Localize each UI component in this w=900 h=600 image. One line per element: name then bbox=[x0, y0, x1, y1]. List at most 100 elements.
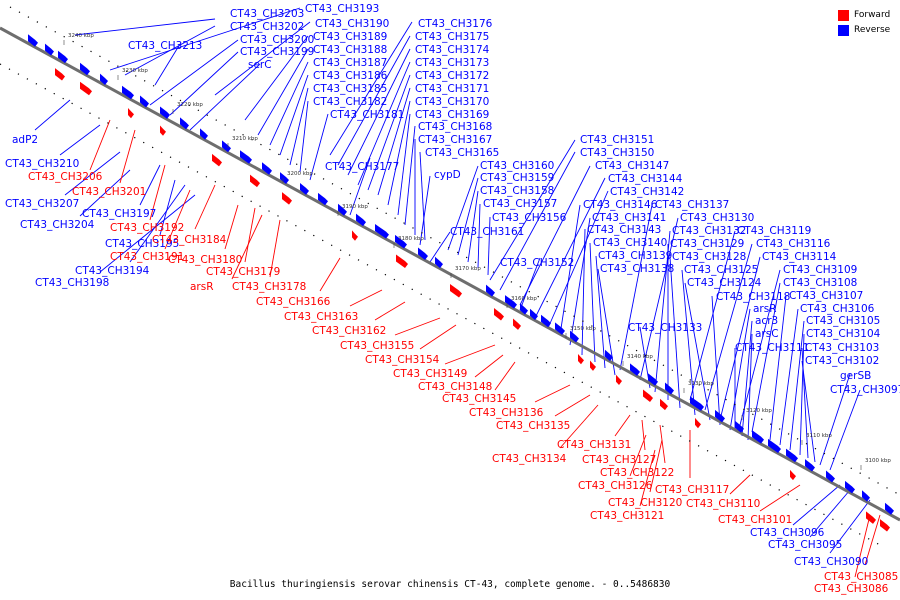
reverse-gene-label: CT43_CH3109 bbox=[783, 264, 857, 276]
legend-reverse-label: Reverse bbox=[854, 25, 891, 35]
forward-leader-line bbox=[639, 449, 656, 507]
reverse-gene-label: CT43_CH3138 bbox=[600, 263, 674, 275]
reverse-gene-arrow bbox=[826, 470, 835, 483]
reverse-gene-arrow bbox=[555, 322, 565, 335]
tick-label: 3230 kbp bbox=[122, 68, 148, 74]
reverse-leader-line bbox=[419, 151, 426, 241]
genome-backbone bbox=[0, 26, 900, 522]
reverse-leader-line bbox=[429, 231, 451, 263]
forward-gene-arrow bbox=[513, 318, 521, 330]
reverse-gene-arrow bbox=[530, 308, 538, 321]
reverse-gene-label: CT43_CH3198 bbox=[35, 277, 109, 289]
reverse-gene-arrow bbox=[240, 150, 252, 164]
reverse-gene-label: CT43_CH3204 bbox=[20, 219, 95, 231]
reverse-leader-line bbox=[534, 177, 606, 319]
forward-gene-arrow bbox=[790, 469, 796, 481]
forward-gene-arrow bbox=[250, 174, 260, 188]
tick-label: 3110 kbp bbox=[806, 433, 832, 439]
reverse-gene-label: CT43_CH3142 bbox=[610, 186, 684, 198]
reverse-gene-label: CT43_CH3107 bbox=[789, 290, 863, 302]
forward-leader-line bbox=[554, 394, 591, 417]
reverse-gene-label: CT43_CH3119 bbox=[737, 225, 811, 237]
reverse-leader-line bbox=[751, 282, 781, 433]
reverse-gene-label: CT43_CH3177 bbox=[325, 161, 399, 173]
reverse-gene-label: CT43_CH3171 bbox=[415, 83, 489, 95]
reverse-leader-line bbox=[477, 203, 481, 269]
reverse-leader-line bbox=[269, 61, 309, 146]
reverse-leader-line bbox=[809, 489, 851, 538]
reverse-leader-line bbox=[559, 204, 581, 336]
reverse-gene-label: CT43_CH3125 bbox=[684, 264, 758, 276]
forward-gene-arrow bbox=[352, 230, 358, 241]
reverse-leader-line bbox=[34, 99, 71, 131]
reverse-gene-label: CT43_CH3160 bbox=[480, 160, 554, 172]
forward-gene-label: CT43_CH3145 bbox=[442, 393, 516, 405]
forward-gene-arrow bbox=[643, 389, 653, 402]
forward-gene-label: arsR bbox=[190, 281, 214, 293]
reverse-gene-arrow bbox=[300, 183, 309, 195]
forward-leader-line bbox=[474, 354, 504, 378]
reverse-gene-label: gerSB bbox=[840, 370, 871, 382]
reverse-leader-line bbox=[457, 177, 479, 256]
reverse-gene-label: CT43_CH3197 bbox=[82, 208, 156, 220]
reverse-gene-label: cypD bbox=[434, 169, 461, 181]
reverse-gene-label: CT43_CH3202 bbox=[230, 21, 304, 33]
reverse-gene-arrow bbox=[80, 62, 90, 76]
reverse-leader-line bbox=[129, 184, 186, 263]
forward-leader-line bbox=[854, 514, 871, 578]
reverse-gene-label: CT43_CH3213 bbox=[128, 40, 202, 52]
reverse-gene-label: CT43_CH3190 bbox=[315, 18, 389, 30]
reverse-leader-line bbox=[447, 165, 479, 251]
reverse-gene-label: CT43_CH3141 bbox=[592, 212, 666, 224]
reverse-leader-line bbox=[154, 43, 181, 86]
reverse-leader-line bbox=[789, 320, 805, 451]
forward-leader-line bbox=[729, 474, 751, 495]
reverse-leader-line bbox=[299, 100, 309, 173]
reverse-gene-label: CT43_CH3195 bbox=[105, 238, 179, 250]
reverse-leader-line bbox=[654, 230, 671, 393]
reverse-leader-line bbox=[711, 295, 721, 426]
reverse-leader-line bbox=[681, 269, 696, 416]
tick-label: 3210 kbp bbox=[232, 136, 258, 142]
forward-gene-arrow bbox=[128, 107, 134, 119]
legend-reverse: Reverse bbox=[838, 23, 890, 38]
reverse-leader-line bbox=[719, 256, 761, 421]
forward-gene-label: CT43_CH3162 bbox=[312, 325, 386, 337]
reverse-gene-label: arsR bbox=[753, 303, 777, 315]
reverse-leader-line bbox=[404, 125, 416, 226]
forward-gene-label: CT43_CH3180 bbox=[168, 254, 242, 266]
forward-leader-line bbox=[659, 424, 666, 464]
reverse-leader-line bbox=[684, 282, 711, 421]
reverse-gene-label: adP2 bbox=[12, 134, 38, 146]
tick-label: 3130 kbp bbox=[688, 381, 714, 387]
reverse-swatch bbox=[838, 25, 849, 36]
reverse-gene-arrow bbox=[735, 420, 744, 433]
forward-gene-label: CT43_CH3154 bbox=[365, 354, 440, 366]
tick-label: 3240 kbp bbox=[68, 33, 94, 39]
reverse-leader-line bbox=[829, 499, 871, 554]
forward-gene-label: CT43_CH3134 bbox=[492, 453, 567, 465]
forward-gene-label: CT43_CH3206 bbox=[28, 171, 103, 183]
tick-label: 3120 kbp bbox=[746, 408, 772, 414]
reverse-leader-line bbox=[729, 308, 751, 431]
reverse-gene-label: CT43_CH3090 bbox=[794, 556, 868, 568]
gene-arrows bbox=[28, 34, 894, 532]
forward-gene-arrow bbox=[55, 68, 65, 81]
reverse-gene-arrow bbox=[222, 140, 231, 153]
forward-gene-arrow bbox=[212, 153, 222, 167]
reverse-gene-label: CT43_CH3174 bbox=[415, 44, 490, 56]
reverse-gene-arrow bbox=[262, 162, 272, 175]
reverse-leader-line bbox=[109, 7, 301, 71]
reverse-gene-arrow bbox=[605, 349, 613, 362]
reverse-gene-arrow bbox=[505, 295, 517, 309]
forward-gene-arrow bbox=[450, 284, 462, 298]
forward-leader-line bbox=[269, 219, 281, 278]
reverse-leader-line bbox=[159, 179, 176, 236]
reverse-gene-label: CT43_CH3199 bbox=[240, 46, 314, 58]
reverse-gene-label: CT43_CH3182 bbox=[313, 96, 387, 108]
reverse-gene-arrow bbox=[845, 480, 855, 494]
reverse-leader-line bbox=[279, 74, 309, 156]
reverse-gene-label: CT43_CH3096 bbox=[750, 527, 825, 539]
forward-leader-line bbox=[641, 419, 646, 451]
